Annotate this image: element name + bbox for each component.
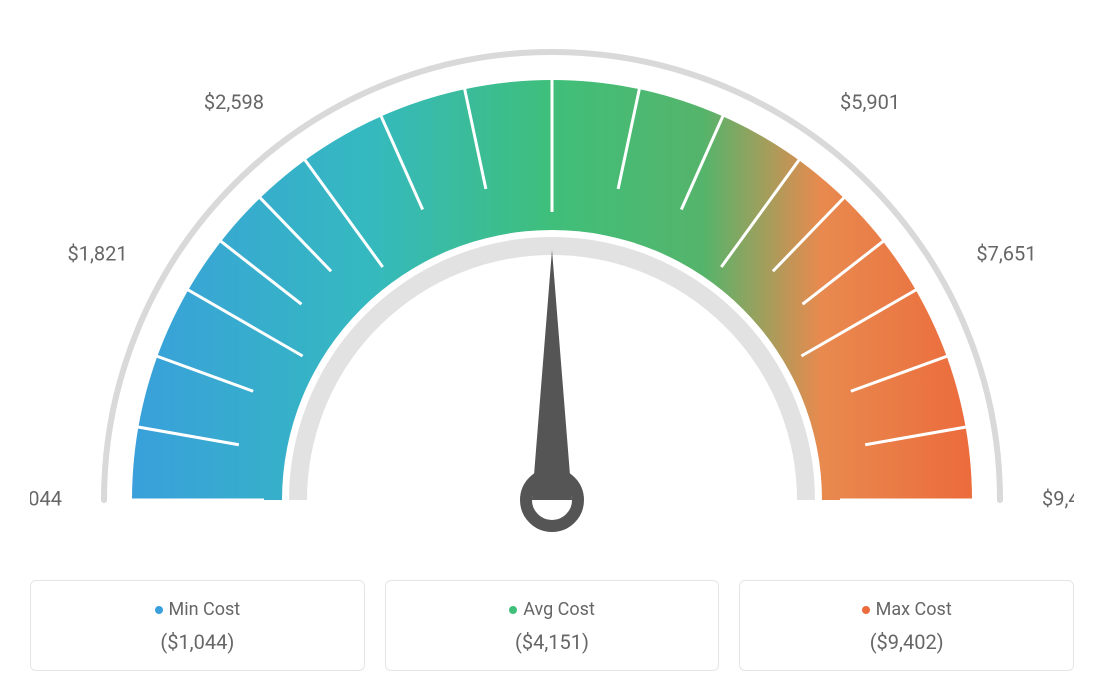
legend-title: Max Cost [760, 599, 1053, 620]
gauge-tick-label: $1,044 [30, 486, 62, 510]
gauge-tick-label: $9,402 [1042, 486, 1074, 510]
legend-row: Min Cost ($1,044) Avg Cost ($4,151) Max Cost… [30, 580, 1074, 671]
gauge-tick-label: $5,901 [840, 90, 900, 114]
legend-title: Min Cost [51, 599, 344, 620]
legend-value: ($4,151) [406, 630, 699, 654]
gauge-needle [532, 250, 572, 500]
gauge-chart: $1,044$1,821$2,598$4,151$5,901$7,651$9,4… [30, 30, 1074, 540]
gauge-tick-label: $2,598 [204, 90, 264, 114]
legend-dot [155, 606, 163, 614]
legend-title-text: Min Cost [169, 599, 241, 620]
legend-title-text: Avg Cost [523, 599, 595, 620]
legend-title-text: Max Cost [876, 599, 952, 620]
gauge-tick-label: $1,821 [68, 241, 128, 265]
gauge-svg: $1,044$1,821$2,598$4,151$5,901$7,651$9,4… [30, 30, 1074, 540]
legend-value: ($9,402) [760, 630, 1053, 654]
legend-card: Avg Cost ($4,151) [385, 580, 720, 671]
legend-value: ($1,044) [51, 630, 344, 654]
legend-card: Min Cost ($1,044) [30, 580, 365, 671]
legend-dot [862, 606, 870, 614]
legend-title: Avg Cost [406, 599, 699, 620]
legend-card: Max Cost ($9,402) [739, 580, 1074, 671]
legend-dot [509, 606, 517, 614]
gauge-tick-label: $7,651 [976, 241, 1036, 265]
